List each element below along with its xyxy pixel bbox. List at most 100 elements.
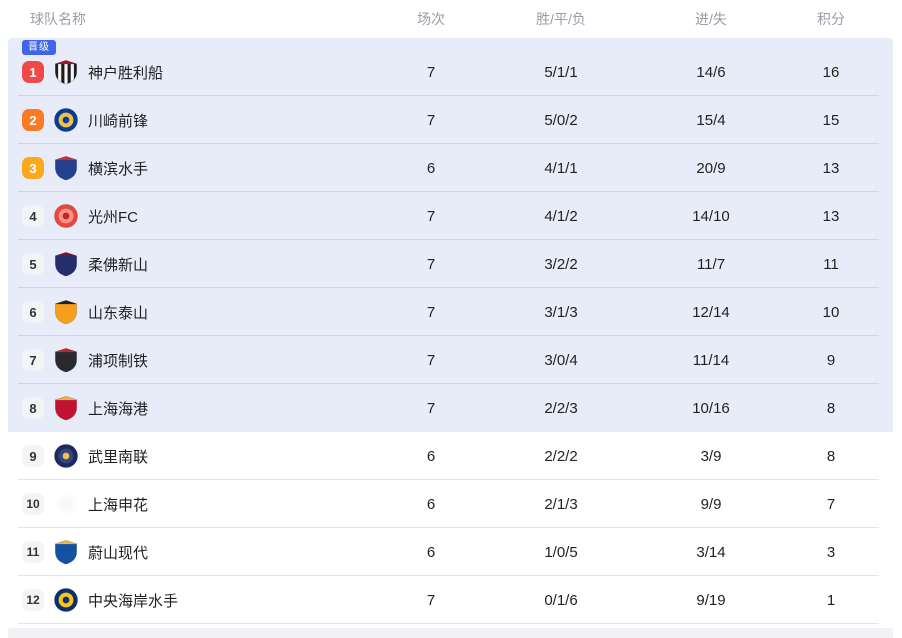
points: 9 [826, 351, 836, 369]
team-cell: 4 光州FC [8, 203, 376, 229]
column-header-team: 球队名称 [30, 11, 86, 27]
column-header-points: 积分 [817, 11, 845, 27]
team-name: 上海海港 [88, 400, 149, 418]
matches-played: 7 [426, 591, 436, 609]
next-section-strip [8, 628, 893, 638]
points: 7 [826, 495, 836, 513]
table-header: 球队名称 场次 胜/平/负 进/失 积分 [8, 0, 893, 38]
team-name: 武里南联 [88, 448, 149, 466]
rank-badge: 5 [22, 253, 44, 275]
points: 15 [822, 111, 840, 129]
win-draw-loss: 2/2/2 [544, 447, 578, 465]
goals-for-against: 3/9 [700, 447, 722, 465]
table-row[interactable]: 3 横滨水手 6 4/1/1 20/9 13 [8, 144, 893, 192]
promotion-badge: 晋级 [22, 40, 56, 55]
group-qualified: 晋级 1 神户胜利船 7 5/1/1 14/6 16 2 川崎前锋 7 5/0/… [8, 38, 893, 432]
table-row[interactable]: 4 光州FC 7 4/1/2 14/10 13 [8, 192, 893, 240]
team-logo-icon [53, 299, 79, 325]
win-draw-loss: 4/1/2 [544, 207, 578, 225]
points: 13 [822, 159, 840, 177]
column-header-win-draw-loss: 胜/平/负 [536, 11, 586, 27]
points: 16 [822, 63, 840, 81]
team-cell: 10 上海申花 [8, 491, 376, 517]
matches-played: 7 [426, 111, 436, 129]
team-cell: 8 上海海港 [8, 395, 376, 421]
table-row[interactable]: 5 柔佛新山 7 3/2/2 11/7 11 [8, 240, 893, 288]
team-name: 光州FC [88, 208, 138, 226]
table-row[interactable]: 12 中央海岸水手 7 0/1/6 9/19 1 [8, 576, 893, 624]
win-draw-loss: 2/1/3 [544, 495, 578, 513]
matches-played: 7 [426, 399, 436, 417]
win-draw-loss: 4/1/1 [544, 159, 578, 177]
column-header-goals: 进/失 [695, 11, 727, 27]
points: 8 [826, 399, 836, 417]
points: 11 [823, 255, 839, 273]
team-logo-icon [53, 395, 79, 421]
table-row[interactable]: 7 浦项制铁 7 3/0/4 11/14 9 [8, 336, 893, 384]
goals-for-against: 12/14 [692, 303, 730, 321]
rank-badge: 6 [22, 301, 44, 323]
team-logo-icon [53, 347, 79, 373]
column-header-played: 场次 [417, 11, 445, 27]
team-name: 山东泰山 [88, 304, 149, 322]
matches-played: 7 [426, 303, 436, 321]
rank-badge: 8 [22, 397, 44, 419]
table-row[interactable]: 9 武里南联 6 2/2/2 3/9 8 [8, 432, 893, 480]
points: 10 [822, 303, 840, 321]
team-cell: 2 川崎前锋 [8, 107, 376, 133]
team-cell: 9 武里南联 [8, 443, 376, 469]
table-body: 晋级 1 神户胜利船 7 5/1/1 14/6 16 2 川崎前锋 7 5/0/… [8, 38, 893, 624]
matches-played: 7 [426, 207, 436, 225]
team-cell: 12 中央海岸水手 [8, 587, 376, 613]
points: 13 [822, 207, 840, 225]
matches-played: 7 [426, 63, 436, 81]
goals-for-against: 11/14 [692, 351, 730, 369]
goals-for-against: 15/4 [696, 111, 726, 129]
table-row[interactable]: 8 上海海港 7 2/2/3 10/16 8 [8, 384, 893, 432]
table-row[interactable]: 2 川崎前锋 7 5/0/2 15/4 15 [8, 96, 893, 144]
team-cell: 1 神户胜利船 [8, 59, 376, 85]
team-logo-icon [53, 203, 79, 229]
team-cell: 5 柔佛新山 [8, 251, 376, 277]
team-name: 中央海岸水手 [88, 592, 179, 610]
rank-badge: 1 [22, 61, 44, 83]
points: 8 [826, 447, 836, 465]
matches-played: 6 [426, 543, 436, 561]
rank-badge: 7 [22, 349, 44, 371]
team-logo-icon [53, 587, 79, 613]
team-name: 柔佛新山 [88, 256, 149, 274]
matches-played: 6 [426, 495, 436, 513]
team-logo-icon [53, 443, 79, 469]
win-draw-loss: 0/1/6 [544, 591, 578, 609]
goals-for-against: 9/19 [696, 591, 726, 609]
team-logo-icon [53, 251, 79, 277]
team-name: 横滨水手 [88, 160, 149, 178]
win-draw-loss: 1/0/5 [544, 543, 578, 561]
team-name: 川崎前锋 [88, 112, 149, 130]
goals-for-against: 14/10 [692, 207, 730, 225]
matches-played: 6 [426, 447, 436, 465]
rank-badge: 10 [22, 493, 44, 515]
win-draw-loss: 3/1/3 [544, 303, 578, 321]
goals-for-against: 11/7 [696, 255, 726, 273]
table-row[interactable]: 1 神户胜利船 7 5/1/1 14/6 16 [8, 38, 893, 96]
table-row[interactable]: 10 上海申花 6 2/1/3 9/9 7 [8, 480, 893, 528]
goals-for-against: 10/16 [692, 399, 730, 417]
table-row[interactable]: 11 蔚山现代 6 1/0/5 3/14 3 [8, 528, 893, 576]
goals-for-against: 14/6 [696, 63, 726, 81]
team-logo-icon [53, 59, 79, 85]
matches-played: 7 [426, 255, 436, 273]
win-draw-loss: 5/1/1 [544, 63, 578, 81]
points: 1 [826, 591, 836, 609]
team-logo-icon [53, 155, 79, 181]
team-name: 蔚山现代 [88, 544, 149, 562]
win-draw-loss: 3/2/2 [544, 255, 578, 273]
rank-badge: 4 [22, 205, 44, 227]
matches-played: 7 [426, 351, 436, 369]
table-row[interactable]: 6 山东泰山 7 3/1/3 12/14 10 [8, 288, 893, 336]
group-others: 9 武里南联 6 2/2/2 3/9 8 10 上海申花 6 2/1/3 9/9… [8, 432, 893, 624]
rank-badge: 3 [22, 157, 44, 179]
rank-badge: 12 [22, 589, 44, 611]
rank-badge: 2 [22, 109, 44, 131]
standings-table: 球队名称 场次 胜/平/负 进/失 积分 晋级 1 神户胜利船 7 5/1/1 … [8, 0, 893, 638]
